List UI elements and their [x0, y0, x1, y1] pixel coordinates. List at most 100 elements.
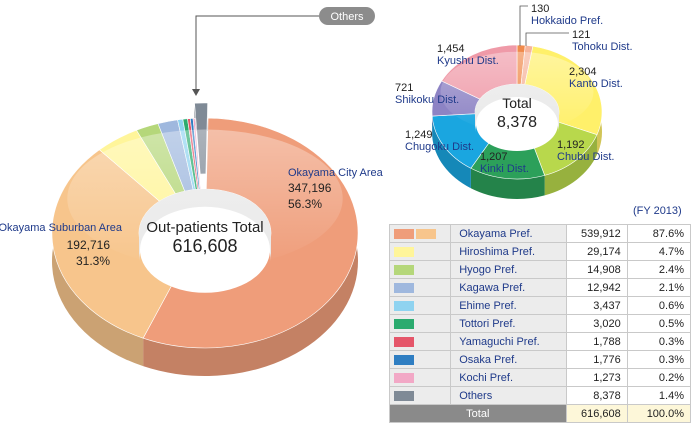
- legend-percent: 4.7%: [626, 242, 692, 261]
- legend-value: 539,912: [565, 224, 628, 243]
- detail-label-hokkaido: Hokkaido Pref.: [531, 15, 603, 27]
- slice-value-okayama-city: 347,196: [288, 181, 332, 195]
- legend-row-yamaguchi-pref: Yamaguchi Pref. 1,788 0.3%: [388, 332, 692, 351]
- legend-percent: 87.6%: [626, 224, 692, 243]
- detail-value-hokkaido: 130: [531, 3, 549, 15]
- detail-label-chugoku: Chugoku Dist.: [405, 141, 474, 153]
- legend-name: Hyogo Pref.: [450, 260, 567, 279]
- detail-label-chubu: Chubu Dist.: [557, 151, 614, 163]
- legend-total-percent: 100.0%: [626, 404, 692, 423]
- slice-side-kinki-dist: [470, 168, 545, 199]
- slice-percent-okayama-city: 56.3%: [288, 197, 322, 211]
- slice-side-okayama-suburban-area: [51, 149, 144, 367]
- legend-color-chip: [394, 318, 414, 329]
- detail-center-label: Total: [502, 95, 532, 111]
- legend-percent: 1.4%: [626, 386, 692, 405]
- center-value: 616,608: [172, 236, 237, 256]
- legend-swatch: [388, 296, 452, 315]
- detail-label-kyushu: Kyushu Dist.: [437, 55, 499, 67]
- detail-value-kanto: 2,304: [569, 66, 597, 78]
- legend-row-kochi-pref: Kochi Pref. 1,273 0.2%: [388, 368, 692, 387]
- detail-value-kyushu: 1,454: [437, 43, 465, 55]
- detail-label-kanto: Kanto Dist.: [569, 78, 623, 90]
- legend-row-total: Total 616,608 100.0%: [389, 404, 692, 423]
- legend-value: 3,020: [565, 314, 628, 333]
- legend-swatch: [388, 278, 452, 297]
- legend-swatch: [388, 368, 452, 387]
- legend-name: Osaka Pref.: [450, 350, 567, 369]
- legend-value: 14,908: [565, 260, 628, 279]
- legend-row-okayama-pref: Okayama Pref. 539,912 87.6%: [388, 224, 692, 243]
- slice-label-okayama-suburban: Okayama Suburban Area: [0, 222, 123, 234]
- legend-percent: 0.3%: [626, 350, 692, 369]
- legend-name: Tottori Pref.: [450, 314, 567, 333]
- legend-value: 29,174: [565, 242, 628, 261]
- detail-value-tohoku: 121: [572, 29, 590, 41]
- legend-percent: 0.5%: [626, 314, 692, 333]
- legend-color-chip: [394, 282, 414, 293]
- detail-label-shikoku: Shikoku Dist.: [395, 94, 459, 106]
- detail-label-kinki: Kinki Dist.: [480, 163, 529, 175]
- slice-percent-okayama-suburban: 31.3%: [76, 254, 110, 268]
- legend-name: Yamaguchi Pref.: [450, 332, 567, 351]
- legend-name: Kochi Pref.: [450, 368, 567, 387]
- detail-center-value: 8,378: [497, 114, 537, 131]
- legend-color-chip: [394, 246, 414, 257]
- legend-color-chip: [394, 372, 414, 383]
- legend-name: Hiroshima Pref.: [450, 242, 567, 261]
- slice-side-okayama-city-area: [143, 118, 359, 376]
- detail-value-chubu: 1,192: [557, 139, 585, 151]
- legend-swatch: [388, 224, 452, 243]
- detail-value-kinki: 1,207: [480, 151, 508, 163]
- legend-name: Kagawa Pref.: [450, 278, 567, 297]
- legend-row-hyogo-pref: Hyogo Pref. 14,908 2.4%: [388, 260, 692, 279]
- legend-name: Okayama Pref.: [450, 224, 567, 243]
- detail-donut-labels: Total 8,378 130 Hokkaido Pref. 121 Tohok…: [395, 3, 633, 175]
- legend-swatch: [388, 332, 452, 351]
- others-callout-label: Others: [330, 11, 364, 23]
- legend-row-osaka-pref: Osaka Pref. 1,776 0.3%: [388, 350, 692, 369]
- legend-color-chip: [394, 300, 414, 311]
- legend-row-hiroshima-pref: Hiroshima Pref. 29,174 4.7%: [388, 242, 692, 261]
- center-label: Out-patients Total: [146, 219, 263, 236]
- fiscal-year-caption: (FY 2013): [633, 205, 682, 217]
- legend-percent: 0.3%: [626, 332, 692, 351]
- legend-name: Ehime Pref.: [450, 296, 567, 315]
- legend-color-chip: [394, 228, 414, 239]
- slice-side-chubu-dist: [544, 134, 597, 196]
- detail-value-shikoku: 721: [395, 82, 413, 94]
- legend-row-ehime-pref: Ehime Pref. 3,437 0.6%: [388, 296, 692, 315]
- legend-value: 3,437: [565, 296, 628, 315]
- legend-value: 1,776: [565, 350, 628, 369]
- legend-percent: 0.2%: [626, 368, 692, 387]
- legend-value: 1,273: [565, 368, 628, 387]
- legend-total-label: Total: [389, 404, 567, 423]
- detail-value-chugoku: 1,249: [405, 129, 433, 141]
- legend-color-chip: [394, 336, 414, 347]
- legend-swatch: [388, 242, 452, 261]
- legend-table: Okayama Pref. 539,912 87.6% Hiroshima Pref.…: [388, 224, 692, 423]
- legend-total-value: 616,608: [565, 404, 628, 423]
- others-callout: Others: [192, 7, 375, 96]
- slice-value-okayama-suburban: 192,716: [67, 238, 111, 252]
- legend-name: Others: [450, 386, 567, 405]
- slice-label-okayama-city: Okayama City Area: [288, 167, 384, 179]
- legend-color-chip: [416, 228, 436, 239]
- legend-color-chip: [394, 390, 414, 401]
- legend-percent: 0.6%: [626, 296, 692, 315]
- legend-percent: 2.4%: [626, 260, 692, 279]
- legend-swatch: [388, 350, 452, 369]
- legend-color-chip: [394, 354, 414, 365]
- legend-swatch: [388, 314, 452, 333]
- legend-swatch: [388, 260, 452, 279]
- detail-label-tohoku: Tohoku Dist.: [572, 41, 633, 53]
- legend-swatch: [388, 386, 452, 405]
- main-donut-labels: Out-patients Total 616,608 Okayama City …: [0, 7, 384, 268]
- legend-row-tottori-pref: Tottori Pref. 3,020 0.5%: [388, 314, 692, 333]
- legend-value: 1,788: [565, 332, 628, 351]
- legend-value: 12,942: [565, 278, 628, 297]
- legend-color-chip: [394, 264, 414, 275]
- legend-value: 8,378: [565, 386, 628, 405]
- slice-side-chugoku-dist: [432, 116, 471, 189]
- legend-percent: 2.1%: [626, 278, 692, 297]
